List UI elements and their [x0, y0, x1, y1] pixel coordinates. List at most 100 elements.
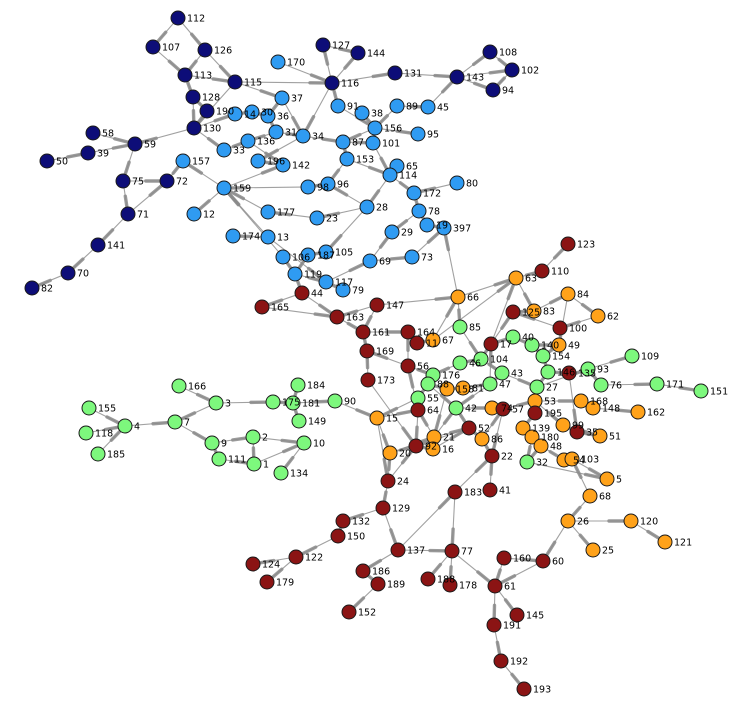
node-label-130: 130	[203, 124, 221, 135]
graph-node-57	[495, 401, 511, 417]
graph-edge-arrowhead	[442, 412, 453, 425]
graph-edge-arrowhead	[545, 540, 557, 556]
graph-node-32	[519, 454, 535, 470]
node-label-69: 69	[379, 257, 391, 268]
graph-edge-arrowhead	[457, 308, 462, 321]
node-label-181: 181	[302, 399, 320, 410]
node-label-159: 159	[233, 184, 251, 195]
graph-edge-arrowhead	[367, 165, 385, 174]
node-label-111: 111	[228, 455, 246, 466]
graph-node-118	[78, 425, 94, 441]
node-label-68: 68	[599, 492, 611, 503]
graph-edge-arrowhead	[548, 449, 559, 458]
graph-edge-arrowhead	[450, 527, 455, 545]
node-label-397: 397	[453, 224, 471, 235]
node-label-29: 29	[401, 228, 413, 239]
graph-edge-arrowhead	[271, 567, 284, 579]
graph-edge-arrowhead	[306, 266, 322, 279]
node-label-108: 108	[499, 48, 517, 59]
graph-node-112	[170, 10, 186, 26]
node-label-30: 30	[261, 108, 273, 119]
graph-node-2	[245, 429, 261, 445]
graph-node-22	[484, 448, 500, 464]
node-label-83: 83	[543, 307, 555, 318]
graph-node-134	[273, 465, 289, 481]
node-label-16: 16	[442, 445, 454, 456]
graph-node-116	[324, 75, 340, 91]
graph-node-177	[260, 204, 276, 220]
graph-node-168	[573, 393, 589, 409]
graph-node-143	[449, 69, 465, 85]
node-label-132: 132	[352, 517, 370, 528]
graph-edge-arrowhead	[573, 464, 583, 479]
node-label-35: 35	[586, 428, 598, 439]
node-label-40: 40	[522, 333, 534, 344]
graph-edge-arrowhead	[468, 341, 479, 355]
graph-edge-arrowhead	[259, 558, 276, 565]
node-label-21: 21	[443, 433, 455, 444]
node-label-164: 164	[417, 328, 435, 339]
node-label-116: 116	[341, 79, 359, 90]
node-label-2: 2	[262, 433, 268, 444]
node-label-142: 142	[292, 161, 310, 172]
graph-edge-arrowhead	[449, 430, 464, 441]
node-label-39: 39	[97, 149, 109, 160]
node-label-134: 134	[290, 469, 308, 480]
graph-node-33	[216, 142, 232, 158]
graph-edge-arrowhead	[338, 47, 352, 53]
graph-edge-arrowhead	[497, 57, 508, 67]
graph-node-169	[359, 343, 375, 359]
node-label-151: 151	[710, 387, 728, 398]
node-label-47: 47	[499, 380, 511, 391]
node-label-59: 59	[144, 140, 156, 151]
graph-node-126	[197, 42, 213, 58]
graph-node-139	[515, 420, 531, 436]
graph-edge-arrowhead	[434, 296, 452, 301]
graph-node-47	[482, 376, 498, 392]
graph-edge-arrowhead	[348, 262, 365, 273]
graph-node-156	[367, 120, 383, 136]
node-label-187: 187	[317, 251, 335, 262]
graph-node-83	[526, 303, 542, 319]
graph-node-1	[246, 456, 262, 472]
graph-node-94	[485, 82, 501, 98]
graph-edge-arrowhead	[348, 132, 362, 141]
graph-node-148	[585, 400, 601, 416]
graph-edge-arrowhead	[530, 449, 539, 458]
graph-edge-arrowhead	[439, 393, 452, 405]
node-label-161: 161	[372, 328, 390, 339]
graph-edge-arrowhead	[156, 30, 168, 43]
graph-edge-arrowhead	[348, 512, 365, 521]
node-label-184: 184	[307, 381, 325, 392]
graph-edge-arrowhead	[495, 568, 502, 581]
graph-edge-arrowhead	[253, 134, 266, 141]
graph-edge-arrowhead	[371, 72, 389, 79]
graph-node-3	[208, 395, 224, 411]
node-label-179: 179	[276, 578, 294, 589]
node-label-87: 87	[352, 138, 364, 149]
graph-edge-arrowhead	[488, 69, 506, 75]
node-label-122: 122	[305, 553, 323, 564]
node-label-148: 148	[602, 404, 620, 415]
node-label-157: 157	[192, 157, 210, 168]
node-label-117: 117	[335, 278, 353, 289]
graph-edge-arrowhead	[368, 558, 383, 569]
graph-node-103	[564, 451, 580, 467]
node-label-42: 42	[465, 404, 477, 415]
graph-edge-arrowhead	[186, 81, 192, 92]
node-label-102: 102	[521, 66, 539, 77]
node-label-113: 113	[194, 71, 212, 82]
graph-edge-arrowhead	[434, 414, 442, 431]
node-label-135: 135	[578, 369, 596, 380]
graph-edge-arrowhead	[346, 321, 358, 330]
node-label-188: 188	[437, 575, 455, 586]
graph-node-81	[455, 380, 471, 396]
graph-edge-arrowhead	[197, 114, 205, 124]
graph-node-101	[365, 135, 381, 151]
node-label-89: 89	[406, 102, 418, 113]
graph-edge-arrowhead	[382, 490, 388, 502]
graph-node-95	[410, 126, 426, 142]
graph-node-4	[117, 418, 133, 434]
graph-node-90	[327, 393, 343, 409]
node-label-33: 33	[233, 146, 245, 157]
